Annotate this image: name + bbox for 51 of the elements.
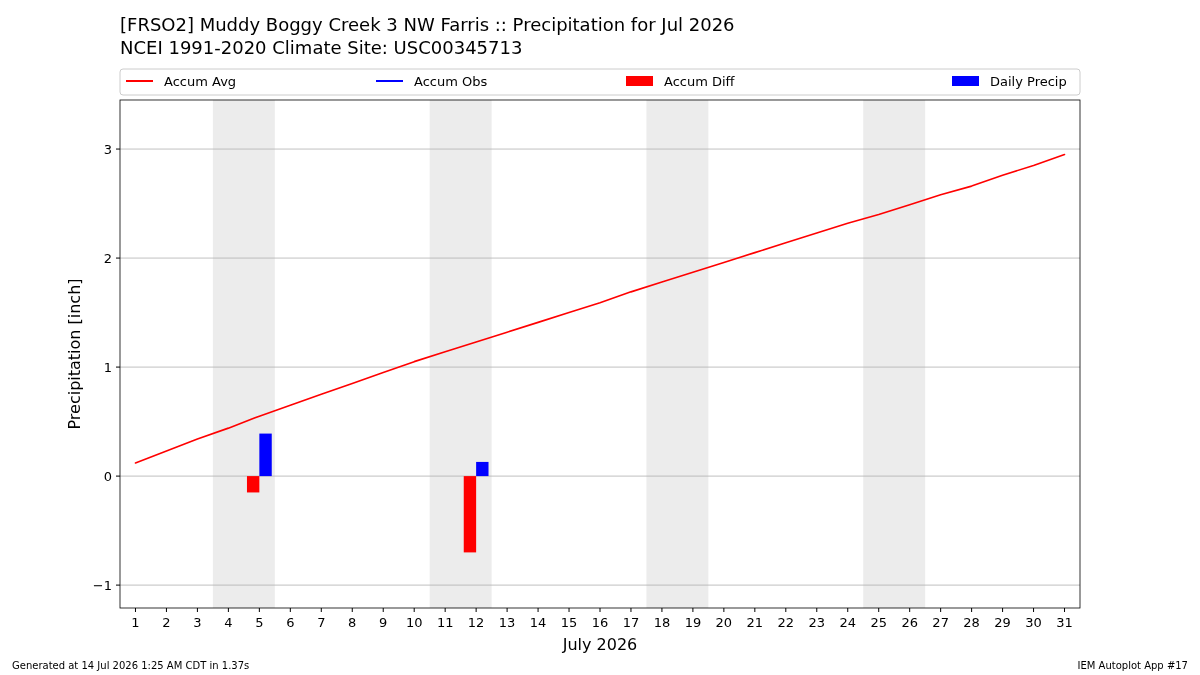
x-tick-label: 24 [839,615,857,630]
x-tick-label: 28 [963,615,980,630]
x-tick-label: 22 [777,615,795,630]
x-tick-label: 10 [405,615,423,630]
x-tick-label: 3 [193,615,202,630]
y-tick-label: 0 [103,469,112,485]
legend-label: Daily Precip [990,74,1067,89]
x-tick-label: 5 [255,615,264,630]
chart-title: [FRSO2] Muddy Boggy Creek 3 NW Farris :: Precipitation for Jul 2026 [120,14,735,35]
x-tick-label: 30 [1025,615,1042,630]
x-tick-label: 6 [286,615,295,630]
x-tick-label: 7 [317,615,326,630]
bar [259,433,272,477]
x-tick-label: 23 [808,615,826,630]
text: IEM Autoplot App #17 [1077,660,1188,671]
x-tick-label: 18 [653,615,671,630]
legend-label: Accum Diff [664,74,736,89]
y-tick-label: 2 [103,251,112,267]
bar [476,461,489,477]
x-tick-label: 14 [529,615,547,630]
x-tick-label: 21 [746,615,764,630]
x-tick-label: 31 [1056,615,1073,630]
y-tick-label: −1 [92,578,112,594]
x-tick-label: 4 [224,615,233,630]
x-axis-title: July 2026 [561,635,638,654]
x-tick-label: 25 [870,615,887,630]
legend-label: Accum Obs [414,74,488,89]
y-axis-title: Precipitation [inch] [65,278,84,430]
x-tick-label: 13 [498,615,516,630]
x-tick-label: 9 [379,615,388,630]
x-tick-label: 20 [715,615,733,630]
x-tick-label: 26 [901,615,918,630]
x-tick-label: 15 [560,615,578,630]
x-tick-label: 19 [684,615,702,630]
line-series [134,153,1066,464]
x-tick-label: 27 [932,615,949,630]
text: Generated at 14 Jul 2026 1:25 AM CDT in 1.37s [12,660,250,671]
x-tick-label: 8 [348,615,357,630]
y-tick-label: 3 [103,142,112,158]
x-tick-label: 16 [591,615,609,630]
x-tick-label: 11 [436,615,454,630]
x-tick-label: 29 [994,615,1011,630]
x-tick-label: 1 [131,615,140,630]
x-tick-label: 2 [162,615,171,630]
chart-subtitle: NCEI 1991-2020 Climate Site: USC00345713 [120,37,523,58]
x-tick-label: 17 [622,615,640,630]
legend-label: Accum Avg [164,74,237,89]
x-tick-label: 12 [467,615,485,630]
bar [463,476,477,553]
bar [246,476,260,493]
y-tick-label: 1 [103,360,112,376]
